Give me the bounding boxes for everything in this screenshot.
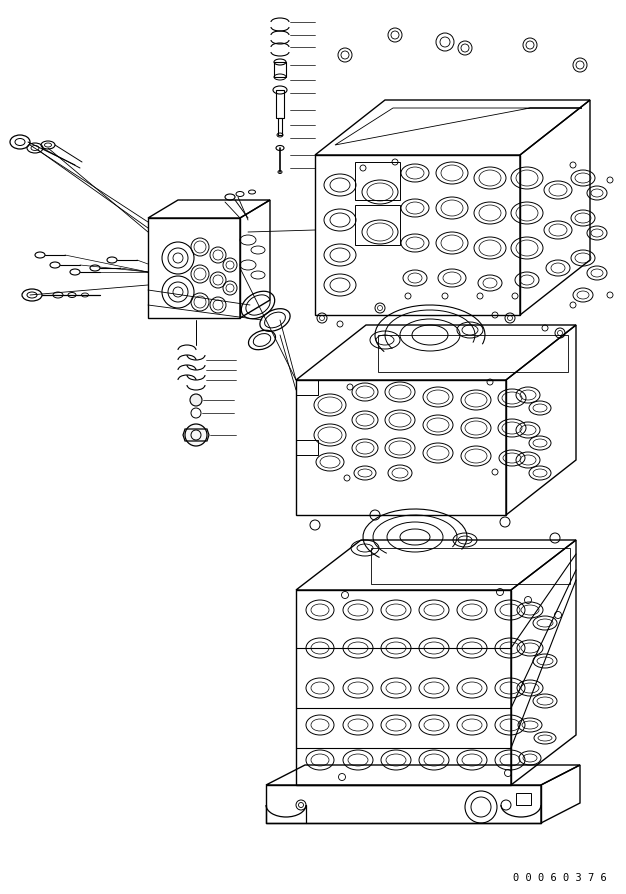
Circle shape — [185, 424, 207, 446]
Circle shape — [190, 394, 202, 406]
Text: 0 0 0 6 0 3 7 6: 0 0 0 6 0 3 7 6 — [513, 873, 607, 883]
